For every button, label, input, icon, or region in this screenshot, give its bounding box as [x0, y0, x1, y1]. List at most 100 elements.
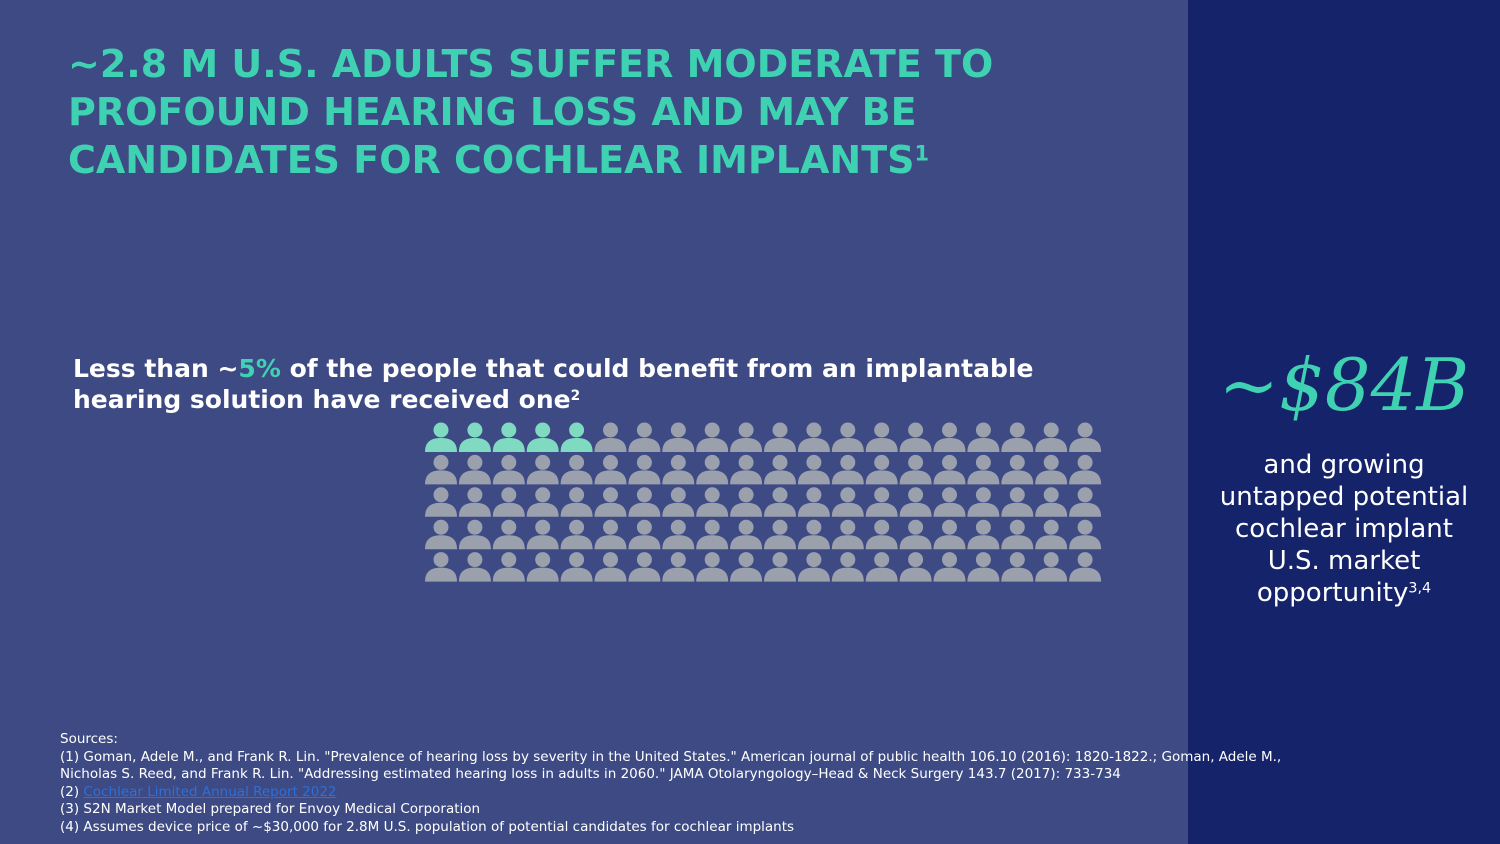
- person-body: [1035, 438, 1068, 452]
- person-head: [433, 422, 449, 438]
- person-icon: [526, 422, 559, 452]
- person-head: [704, 519, 720, 535]
- person-head: [942, 422, 957, 438]
- person-icon: [967, 454, 1000, 485]
- person-icon: [560, 422, 593, 452]
- title-line: profound hearing loss and may be: [68, 90, 917, 134]
- person-head: [603, 454, 618, 470]
- person-head: [603, 552, 618, 568]
- person-body: [526, 470, 559, 485]
- person-icon: [425, 519, 457, 550]
- person-body: [797, 567, 830, 582]
- person-icon: [1035, 422, 1068, 452]
- person-icon: [458, 487, 491, 517]
- person-icon: [1001, 422, 1034, 452]
- person-body: [831, 502, 864, 517]
- person-body: [492, 438, 525, 452]
- person-icon: [831, 422, 864, 452]
- person-icon: [764, 519, 796, 550]
- person-head: [738, 454, 754, 470]
- person-body: [560, 502, 593, 517]
- person-body: [831, 438, 864, 452]
- person-head: [670, 454, 686, 470]
- person-head: [1043, 519, 1059, 535]
- sidebar-line: opportunity3,4: [1188, 577, 1500, 609]
- person-body: [899, 470, 932, 485]
- person-head: [467, 519, 483, 535]
- person-head: [467, 454, 483, 470]
- person-icon: [1069, 487, 1102, 517]
- person-icon: [1001, 552, 1034, 582]
- person-head: [874, 487, 890, 503]
- person-head: [908, 454, 924, 470]
- person-icon: [425, 454, 457, 485]
- person-head: [806, 422, 822, 438]
- person-icon: [1069, 454, 1102, 485]
- person-icon: [425, 422, 457, 452]
- source-line: Nicholas S. Reed, and Frank R. Lin. "Add…: [60, 766, 1121, 782]
- person-body: [899, 535, 932, 550]
- person-body: [662, 567, 695, 582]
- market-figure: ~$84B: [1218, 343, 1470, 427]
- person-body: [1069, 502, 1102, 517]
- person-body: [1001, 535, 1034, 550]
- source-text: (2): [60, 783, 84, 800]
- sources-heading: Sources:: [60, 731, 118, 747]
- person-icon: [797, 519, 830, 550]
- source-link[interactable]: Cochlear Limited Annual Report 2022: [83, 783, 337, 800]
- person-icon: [899, 454, 932, 485]
- person-body: [425, 438, 457, 452]
- person-body: [967, 470, 1000, 485]
- person-body: [662, 502, 695, 517]
- person-icon: [628, 454, 661, 485]
- person-head: [975, 487, 991, 503]
- person-body: [560, 567, 593, 582]
- person-icon: [730, 487, 763, 517]
- person-head: [806, 487, 822, 503]
- person-head: [704, 422, 720, 438]
- person-head: [1077, 487, 1093, 503]
- person-icon: [865, 552, 898, 582]
- person-head: [433, 519, 449, 535]
- sidebar-line: U.S. market: [1267, 546, 1421, 576]
- person-head: [772, 422, 788, 438]
- source-line: (4) Assumes device price of ~$30,000 for…: [60, 818, 795, 835]
- person-icon: [628, 552, 661, 582]
- person-head: [569, 552, 585, 568]
- person-head: [670, 487, 686, 503]
- person-head: [1077, 519, 1093, 535]
- person-body: [628, 502, 661, 517]
- footnote-ref: 2: [570, 387, 581, 404]
- person-body: [662, 438, 695, 452]
- statement-line: hearing solution have received one2: [73, 384, 1033, 415]
- person-icon: [492, 552, 525, 582]
- source-line: (1) Goman, Adele M., and Frank R. Lin. "…: [60, 748, 1282, 765]
- person-body: [730, 438, 763, 452]
- person-icon: [899, 487, 932, 517]
- person-head: [975, 519, 991, 535]
- person-head: [603, 487, 618, 503]
- person-icon: [730, 519, 763, 550]
- person-body: [1069, 470, 1102, 485]
- person-icon: [425, 487, 457, 517]
- person-head: [569, 487, 585, 503]
- person-icon: [899, 519, 932, 550]
- person-head: [942, 519, 957, 535]
- person-icon: [933, 552, 966, 582]
- person-body: [831, 470, 864, 485]
- person-head: [772, 454, 788, 470]
- person-body: [1035, 535, 1068, 550]
- person-head: [975, 422, 991, 438]
- person-head: [908, 552, 924, 568]
- person-icon: [458, 454, 491, 485]
- title-line: ~2.8 M U.S. adults suffer moderate to: [68, 42, 994, 86]
- person-head: [738, 487, 754, 503]
- person-head: [874, 519, 890, 535]
- title-text: candidates for cochlear implants: [68, 138, 915, 182]
- highlight: 5%: [238, 354, 281, 383]
- person-head: [806, 454, 822, 470]
- person-body: [560, 438, 593, 452]
- sidebar-text: and growing untapped potential cochlear …: [1188, 449, 1500, 609]
- title-line: candidates for cochlear implants1: [68, 136, 1178, 184]
